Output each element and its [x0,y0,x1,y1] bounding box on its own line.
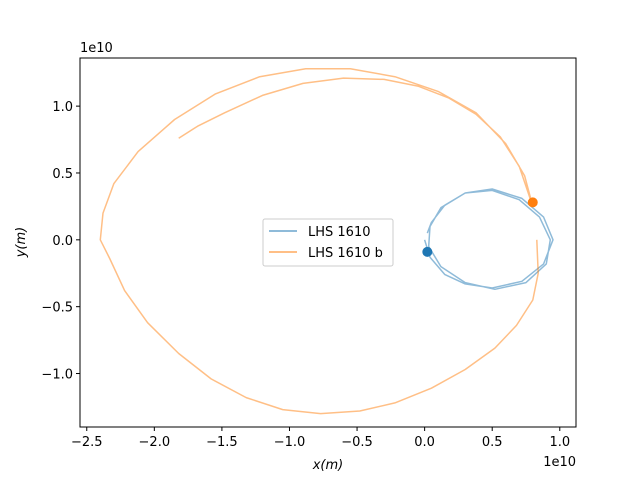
position-marker-lhs-1610 [422,246,433,257]
y-tick-label: −0.5 [41,301,73,316]
y-axis-label: y(m) [14,227,29,259]
y-tick-label: 0.5 [52,167,73,182]
x-axis: −2.5 −2.0 −1.5 −1.0 −0.5 0.0 0.5 1.0 [71,427,570,450]
x-tick-label: −1.5 [206,435,238,450]
x-tick-label: 0.5 [482,435,503,450]
position-marker-lhs-1610-b [527,197,538,208]
legend: LHS 1610 LHS 1610 b [262,218,394,267]
x-tick-label: −2.0 [139,435,171,450]
y-tick-label: 1.0 [52,100,73,115]
x-offset-label: 1e10 [543,455,576,470]
x-tick-label: −0.5 [341,435,373,450]
x-axis-label: x(m) [312,458,344,473]
orbit-line-lhs-1610-b [99,67,539,415]
legend-label-lhs-1610: LHS 1610 [308,225,371,240]
y-tick-label: 0.0 [52,234,73,249]
x-tick-label: 1.0 [549,435,570,450]
plot-area [99,67,554,415]
axes-frame [79,57,577,428]
x-tick-label: −2.5 [71,435,103,450]
y-tick-label: −1.0 [41,368,73,383]
x-tick-label: −1.0 [274,435,306,450]
legend-label-lhs-1610-b: LHS 1610 b [308,246,383,261]
x-tick-label: 0.0 [414,435,435,450]
y-offset-label: 1e10 [80,41,113,56]
orbit-line-lhs-1610 [423,188,554,291]
y-axis: −1.0 −0.5 0.0 0.5 1.0 [41,100,80,383]
